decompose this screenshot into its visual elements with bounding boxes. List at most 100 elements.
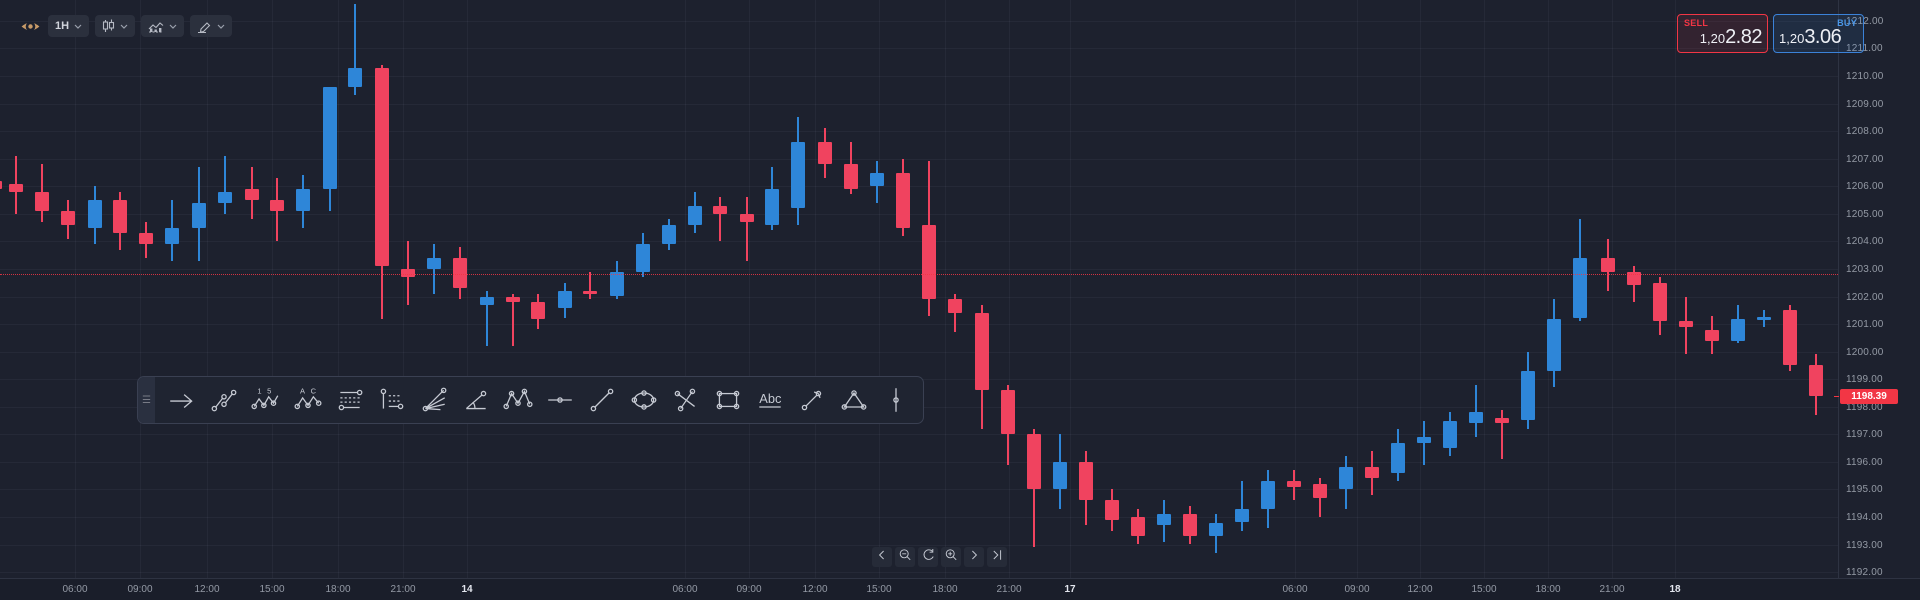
time-axis-label: 21:00 (1599, 584, 1625, 595)
svg-text:A: A (300, 387, 305, 396)
v-gridline (685, 0, 686, 578)
indicators-select[interactable] (141, 15, 185, 37)
eye-icon[interactable] (18, 14, 42, 38)
price-axis-label: 1200.00 (1846, 346, 1884, 358)
candle-down (1705, 329, 1719, 341)
drawing-tool-vertical-line-icon[interactable] (875, 381, 917, 419)
candle-down (375, 67, 389, 267)
chart-nav-controls (872, 547, 1007, 567)
candle-down (1627, 271, 1641, 286)
time-axis-label: 09:00 (1344, 584, 1370, 595)
price-axis-label: 1211.00 (1846, 43, 1883, 55)
time-axis-label: 18:00 (1535, 584, 1561, 595)
chevron-down-icon (120, 24, 128, 29)
h-gridline (0, 268, 1838, 270)
drawing-tool-arrow-line-icon[interactable] (791, 381, 833, 419)
candle-up (765, 189, 779, 225)
candle-down (1783, 310, 1797, 366)
candle-style-select[interactable] (95, 15, 136, 37)
drawing-tool-trend-line-pair-icon[interactable] (203, 381, 245, 419)
scroll-left-button[interactable] (872, 547, 892, 567)
price-axis-label: 1192.00 (1846, 567, 1883, 579)
zoom-out-button[interactable] (895, 547, 915, 567)
drawing-tool-text-icon[interactable]: Abc (749, 381, 791, 419)
candle-up (1053, 461, 1067, 490)
timeframe-label: 1H (55, 20, 70, 32)
v-gridline (1548, 0, 1549, 578)
chevron-down-icon (169, 24, 177, 29)
candle-up (791, 142, 805, 209)
drawing-tool-trend-line-icon[interactable] (581, 381, 623, 419)
buy-button[interactable]: BUY 1,203.06 (1773, 14, 1864, 53)
candle-down-wick (746, 197, 748, 261)
candle-up (1443, 420, 1457, 449)
candle-down (1365, 467, 1379, 479)
v-gridline (815, 0, 816, 578)
zoom-out-icon (897, 547, 913, 568)
candle-down (1809, 365, 1823, 396)
drawing-tool-xabcd-pattern-icon[interactable] (497, 381, 539, 419)
v-gridline (272, 0, 273, 578)
candle-down (1105, 500, 1119, 520)
candle-up (480, 296, 494, 305)
candle-up (165, 227, 179, 245)
drawing-mode-select[interactable] (190, 15, 233, 37)
zoom-in-button[interactable] (941, 547, 961, 567)
drawing-toolbar: ☰ 1 5 A C Abc (137, 376, 924, 424)
time-axis-label: 09:00 (127, 584, 153, 595)
price-axis-label: 1198.00 (1846, 401, 1883, 413)
drawing-tool-gann-fan-icon[interactable] (413, 381, 455, 419)
last-price-badge: 1198.39 (1834, 389, 1898, 404)
drawing-tool-trend-angle-icon[interactable] (455, 381, 497, 419)
candle-down (0, 180, 2, 189)
sell-button[interactable]: SELL 1,202.82 (1677, 14, 1768, 53)
v-gridline (1612, 0, 1613, 578)
svg-text:C: C (311, 387, 317, 396)
drag-handle-icon[interactable]: ☰ (138, 377, 155, 423)
h-gridline (0, 186, 1838, 188)
candle-up (427, 257, 441, 269)
drawing-tool-arrow-icon[interactable] (161, 381, 203, 419)
time-axis-label: 15:00 (866, 584, 892, 595)
drawing-tool-rectangle-icon[interactable] (707, 381, 749, 419)
v-gridline (467, 0, 468, 578)
drawing-tool-ellipse-icon[interactable] (623, 381, 665, 419)
candle-down (844, 164, 858, 189)
candle-down (531, 302, 545, 319)
h-gridline (0, 544, 1838, 546)
indicator-chart-icon (148, 20, 164, 33)
time-axis-label: 09:00 (736, 584, 762, 595)
price-axis-label: 1197.00 (1846, 429, 1883, 441)
go-to-latest-button[interactable] (987, 547, 1007, 567)
drawing-tool-horizontal-line-icon[interactable] (539, 381, 581, 419)
scroll-right-button[interactable] (964, 547, 984, 567)
price-axis[interactable]: 1212.00 1211.00 1210.00 1209.00 1208.00 1207.… (1834, 0, 1920, 579)
sell-label: SELL (1684, 18, 1709, 28)
v-gridline (207, 0, 208, 578)
candle-down-wick (512, 293, 514, 347)
candle-down-wick (589, 271, 591, 300)
drawing-tool-fib-extension-icon[interactable] (371, 381, 413, 419)
reset-view-button[interactable] (918, 547, 938, 567)
candle-down (583, 291, 597, 294)
candle-down-wick (1319, 478, 1321, 517)
candle-up (348, 67, 362, 87)
candle-down (1079, 461, 1093, 501)
drawing-tool-cross-line-icon[interactable] (665, 381, 707, 419)
drawing-tool-triangle-icon[interactable] (833, 381, 875, 419)
h-gridline (0, 572, 1838, 574)
marker-pen-icon (197, 20, 212, 33)
time-axis-label: 18:00 (325, 584, 351, 595)
candle-down (1653, 282, 1667, 322)
candle-up-wick (354, 4, 356, 96)
time-axis[interactable]: 06:00 09:00 12:00 15:00 18:00 21:00 14 06:00 09:… (0, 578, 1920, 600)
timeframe-select[interactable]: 1H (48, 15, 90, 37)
drawing-tool-fib-retracement-icon[interactable] (329, 381, 371, 419)
candle-up (1547, 318, 1561, 371)
chart-canvas[interactable] (0, 0, 1838, 578)
h-gridline (0, 296, 1838, 298)
candle-up (1731, 318, 1745, 341)
h-gridline (0, 241, 1838, 243)
